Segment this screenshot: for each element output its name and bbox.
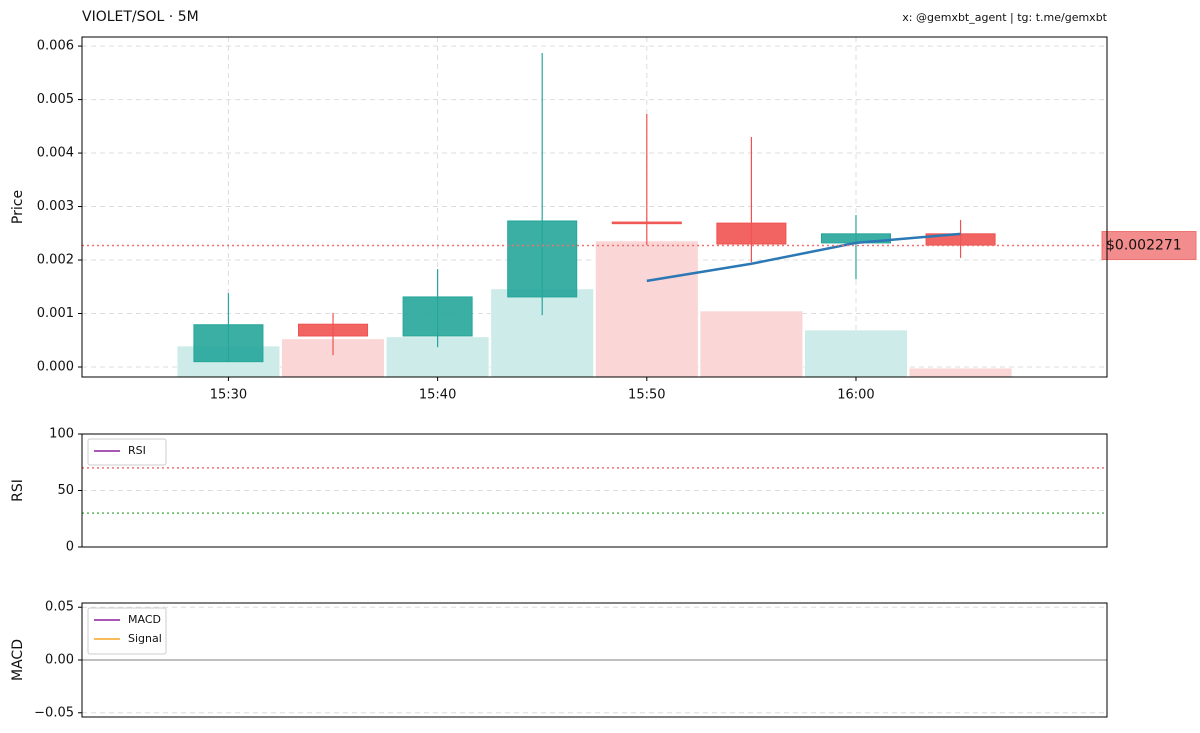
y-tick-label: 100 [49,427,74,442]
y-tick-label: 0 [66,540,74,555]
y-axis-label: RSI [10,479,26,502]
y-tick-label: 0.004 [37,146,74,161]
x-tick-label: 15:30 [210,388,247,403]
price-label: $0.002271 [1106,238,1182,254]
volume-bar [909,367,1013,378]
y-tick-label: 0.05 [45,600,74,615]
chart-subtitle: x: @gemxbt_agent | tg: t.me/gemxbt [902,11,1107,24]
y-tick-label: 0.005 [37,92,74,107]
candle-body [611,221,682,225]
candle-body [507,220,578,298]
plot-frame [81,602,1108,718]
y-tick-label: 0.003 [37,199,74,214]
price-label-box [1101,231,1197,261]
volume-bar [595,240,699,378]
legend-box [87,438,167,466]
y-tick-label: 0.000 [37,359,74,374]
x-tick-label: 15:40 [419,388,456,403]
y-tick-label: 0.00 [45,653,74,668]
candle-body [716,222,787,245]
chart-title: VIOLET/SOL · 5M [82,9,199,25]
y-tick-label: −0.05 [34,705,74,720]
plot-frame [81,36,1108,378]
plot-frame [81,433,1108,548]
y-axis-label: Price [10,190,26,224]
y-tick-label: 50 [57,483,74,498]
y-axis-label: MACD [10,639,26,681]
legend-label: RSI [128,444,146,457]
y-tick-label: 0.002 [37,253,74,268]
candle-body [402,296,473,337]
x-tick-label: 15:50 [628,388,665,403]
legend-label: MACD [128,613,161,626]
moving-average-line [646,232,961,283]
candle-body [925,233,996,246]
candle-body [193,324,264,363]
candle-body [298,323,369,337]
x-tick-label: 16:00 [837,388,874,403]
y-tick-label: 0.006 [37,39,74,54]
volume-bar [804,329,908,378]
y-tick-label: 0.001 [37,306,74,321]
volume-bar [699,310,803,378]
legend-label: Signal [128,632,162,645]
